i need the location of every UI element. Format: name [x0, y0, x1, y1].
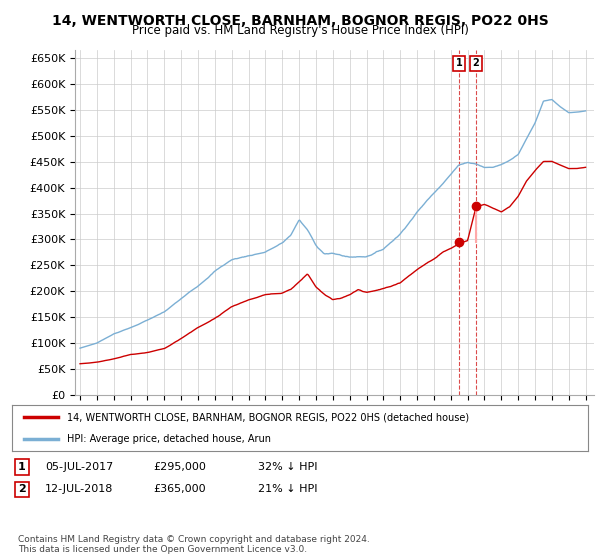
Text: HPI: Average price, detached house, Arun: HPI: Average price, detached house, Arun: [67, 435, 271, 444]
Text: 2: 2: [473, 58, 479, 68]
Text: £365,000: £365,000: [153, 484, 206, 494]
Text: 2: 2: [18, 484, 26, 494]
Text: Price paid vs. HM Land Registry's House Price Index (HPI): Price paid vs. HM Land Registry's House …: [131, 24, 469, 37]
Text: 05-JUL-2017: 05-JUL-2017: [45, 462, 113, 472]
Text: 1: 1: [18, 462, 26, 472]
Text: £295,000: £295,000: [153, 462, 206, 472]
Text: 14, WENTWORTH CLOSE, BARNHAM, BOGNOR REGIS, PO22 0HS (detached house): 14, WENTWORTH CLOSE, BARNHAM, BOGNOR REG…: [67, 412, 469, 422]
Text: 32% ↓ HPI: 32% ↓ HPI: [258, 462, 317, 472]
Text: 1: 1: [456, 58, 463, 68]
Text: 21% ↓ HPI: 21% ↓ HPI: [258, 484, 317, 494]
Text: 14, WENTWORTH CLOSE, BARNHAM, BOGNOR REGIS, PO22 0HS: 14, WENTWORTH CLOSE, BARNHAM, BOGNOR REG…: [52, 14, 548, 28]
Text: Contains HM Land Registry data © Crown copyright and database right 2024.
This d: Contains HM Land Registry data © Crown c…: [18, 535, 370, 554]
Text: 12-JUL-2018: 12-JUL-2018: [45, 484, 113, 494]
